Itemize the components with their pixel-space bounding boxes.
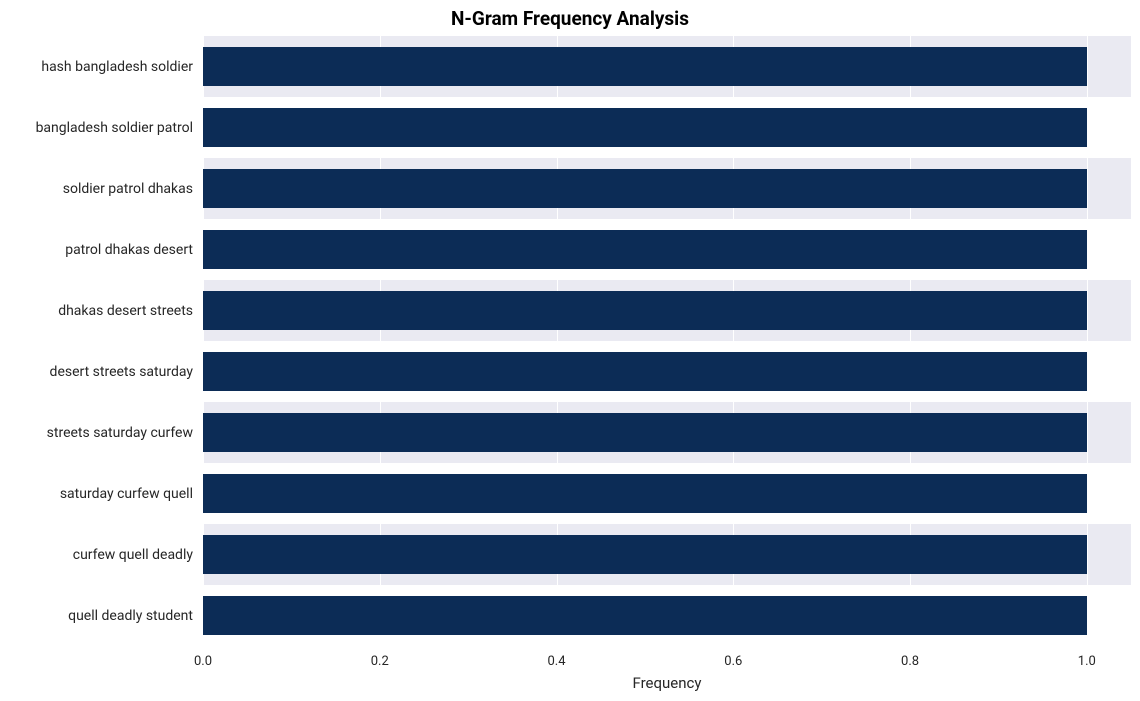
plot-area <box>203 36 1131 646</box>
chart-title: N-Gram Frequency Analysis <box>0 7 1140 30</box>
y-category-label: patrol dhakas desert <box>65 242 203 258</box>
grid-line <box>1087 36 1088 646</box>
bar <box>203 352 1087 391</box>
y-category-label: streets saturday curfew <box>47 425 203 441</box>
bar <box>203 230 1087 269</box>
bar <box>203 108 1087 147</box>
x-tick-label: 0.2 <box>371 646 389 669</box>
x-tick-label: 0.8 <box>901 646 919 669</box>
x-axis-label: Frequency <box>633 646 702 692</box>
y-category-label: desert streets saturday <box>50 364 203 380</box>
y-category-label: bangladesh soldier patrol <box>36 120 203 136</box>
y-category-label: hash bangladesh soldier <box>41 59 203 75</box>
x-tick-label: 0.6 <box>724 646 742 669</box>
x-tick-label: 0.4 <box>547 646 565 669</box>
y-category-label: dhakas desert streets <box>58 303 203 319</box>
x-tick-label: 1.0 <box>1078 646 1096 669</box>
bar <box>203 596 1087 635</box>
x-tick-label: 0.0 <box>194 646 212 669</box>
bar <box>203 291 1087 330</box>
y-category-label: saturday curfew quell <box>60 486 203 502</box>
chart-area: Frequency 0.00.20.40.60.81.0hash banglad… <box>203 36 1131 646</box>
y-category-label: curfew quell deadly <box>73 547 203 563</box>
bar <box>203 169 1087 208</box>
bar <box>203 413 1087 452</box>
bar <box>203 535 1087 574</box>
bar <box>203 47 1087 86</box>
y-category-label: soldier patrol dhakas <box>63 181 203 197</box>
bar <box>203 474 1087 513</box>
y-category-label: quell deadly student <box>68 608 203 624</box>
